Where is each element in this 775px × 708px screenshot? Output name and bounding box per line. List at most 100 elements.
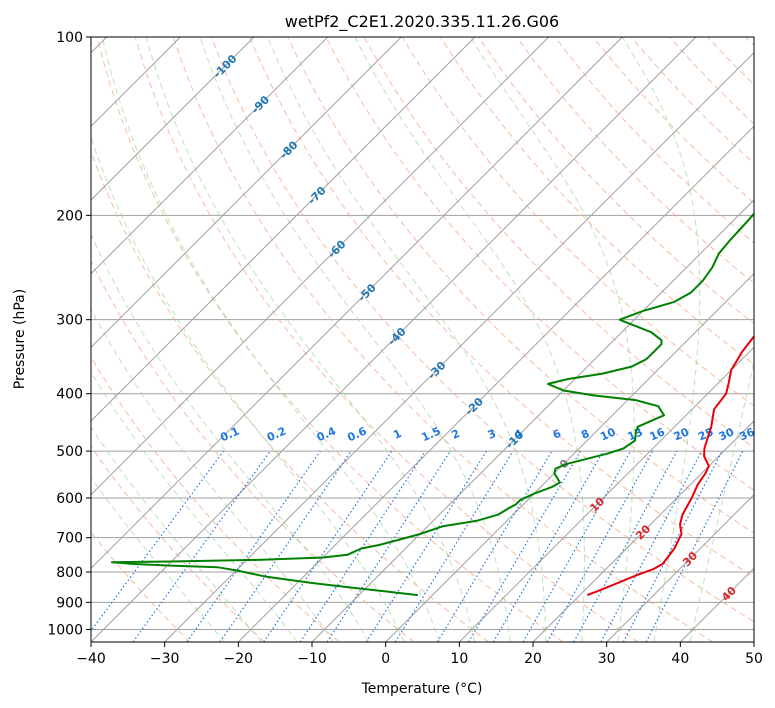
moist-adiabat: [91, 370, 298, 642]
y-tick-label-8: 900: [56, 595, 83, 611]
mixing-ratio-label-16: 30: [717, 425, 737, 443]
mixing-ratio-line-10: [467, 450, 581, 642]
y-tick-label-0: 100: [56, 30, 83, 46]
dry-adiabat: [287, 37, 754, 534]
mixing-ratio-line-12: [522, 450, 632, 642]
x-axis-title: Temperature (°C): [361, 681, 483, 697]
mixing-ratio-line-14: [573, 450, 678, 642]
y-tick-label-4: 500: [56, 444, 83, 460]
dry-adiabat: [439, 37, 754, 366]
background-lines: [91, 37, 754, 642]
mixing-ratio-line-2: [186, 450, 321, 642]
isotherm: [91, 37, 402, 349]
dry-adiabat: [91, 356, 340, 642]
dry-adiabat: [554, 37, 754, 244]
moist-adiabat: [91, 426, 262, 642]
dry-adiabat: [745, 37, 754, 47]
y-tick-label-7: 800: [56, 565, 83, 581]
y-axis: 100 200 300 400 500 600 700 800 900 1000: [47, 30, 91, 638]
moist-adiabat: [91, 308, 334, 642]
mixing-ratio-label-13: 16: [648, 425, 668, 443]
isotherm: [91, 37, 476, 422]
isotherm: [753, 641, 754, 642]
mixing-ratio-line-6: [326, 450, 451, 642]
moist-adiabat: [621, 37, 701, 642]
moist-adiabat: [199, 37, 511, 642]
mixing-ratio-line-15: [600, 450, 703, 642]
y-tick-label-9: 1000: [47, 622, 83, 638]
dry-adiabat: [211, 37, 754, 623]
mixing-ratio-label-17: 36: [737, 425, 757, 443]
dry-adiabat: [134, 37, 639, 642]
isotherm: [91, 37, 255, 201]
mixing-ratio-label-7: 3: [486, 427, 498, 442]
dry-adiabat: [91, 531, 191, 642]
dry-adiabat: [707, 37, 754, 86]
mixing-ratio-label-4: 1: [391, 427, 403, 442]
isotherm: [91, 37, 329, 275]
moist-adiabat: [145, 37, 476, 642]
x-tick-label-8: 40: [671, 651, 689, 667]
isotherm: [385, 272, 754, 642]
x-tick-label-5: 10: [450, 651, 468, 667]
dry-adiabat: [172, 37, 713, 642]
mixing-ratio-line-3: [219, 450, 352, 642]
dry-adiabat: [96, 37, 564, 642]
mixing-ratio-label-14: 20: [672, 425, 692, 443]
moist-adiabat: [689, 358, 754, 642]
plot-frame: [90, 36, 755, 643]
dry-adiabat: [91, 259, 415, 642]
dry-adiabat: [91, 445, 265, 642]
isotherm: [91, 37, 697, 642]
x-tick-label-6: 20: [524, 651, 542, 667]
dewpoint-profile-line: [110, 212, 754, 597]
dry-adiabat: [592, 37, 754, 204]
mixing-ratio-label-1: 0.2: [265, 424, 288, 444]
x-tick-label-4: 0: [381, 651, 390, 667]
mixing-ratio-line-9: [436, 450, 553, 642]
y-tick-label-2: 300: [56, 313, 83, 329]
isotherm: [237, 125, 754, 642]
mixing-ratio-label-2: 0.4: [315, 424, 338, 444]
x-axis: −40 −30 −20 −10 0 10 20 30 40 50: [76, 642, 763, 667]
y-tick-label-5: 600: [56, 491, 83, 507]
y-axis-title: Pressure (hPa): [12, 289, 28, 389]
moist-adiabat: [91, 476, 226, 642]
moist-adiabat: [101, 37, 440, 642]
isotherm: [311, 199, 754, 642]
mixing-ratio-line-8: [394, 450, 514, 642]
x-tick-label-3: −10: [297, 651, 327, 667]
line-label-0: -100: [211, 52, 240, 81]
dry-adiabat: [516, 37, 754, 284]
profile-series: [110, 212, 754, 597]
y-tick-label-6: 700: [56, 531, 83, 547]
mixing-ratio-label-9: 6: [551, 427, 564, 442]
dry-adiabat: [363, 37, 754, 449]
x-tick-label-2: −20: [224, 651, 254, 667]
isotherm: [91, 37, 550, 496]
dry-adiabat: [630, 37, 754, 165]
moist-adiabat: [267, 37, 547, 642]
moist-adiabat: [354, 37, 585, 642]
mixing-ratio-line-7: [365, 450, 487, 642]
isotherm: [458, 346, 754, 642]
isotherm: [679, 567, 754, 642]
temperature-profile-line: [586, 334, 754, 597]
mixing-ratio-line-0: [91, 450, 224, 632]
y-tick-label-3: 400: [56, 387, 83, 403]
dry-adiabat: [669, 37, 754, 125]
mixing-ratio-label-0: 0.1: [218, 424, 241, 444]
x-tick-label-1: −30: [150, 651, 180, 667]
chart-title: wetPf2_C2E1.2020.335.11.26.G06: [285, 12, 559, 32]
mixing-ratio-label-6: 2: [450, 427, 462, 442]
isotherm: [532, 420, 754, 642]
mixing-ratio-line-17: [645, 450, 744, 642]
x-tick-label-0: −40: [76, 651, 106, 667]
x-tick-label-9: 50: [745, 651, 763, 667]
isotherm: [606, 493, 754, 642]
mixing-ratio-line-13: [546, 450, 654, 642]
y-tick-label-1: 200: [56, 208, 83, 224]
dry-adiabat: [325, 37, 754, 491]
isotherm: [91, 37, 623, 570]
